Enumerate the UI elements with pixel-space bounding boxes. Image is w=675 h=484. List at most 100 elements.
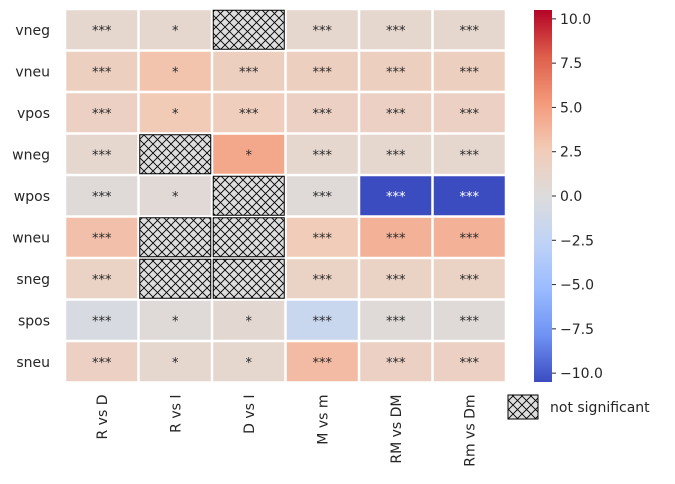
- heatmap-cell: [360, 217, 432, 257]
- y-tick-label: sneu: [16, 355, 50, 371]
- heatmap-cell-not-significant: [212, 258, 285, 299]
- cell-annotation: *: [246, 148, 253, 163]
- heatmap-cell: [66, 51, 138, 91]
- heatmap-cell: [433, 10, 505, 50]
- cell-annotation: ***: [386, 190, 406, 205]
- cell-annotation: ***: [239, 107, 259, 122]
- cell-annotation: ***: [460, 190, 480, 205]
- heatmap-cell: [433, 217, 505, 257]
- cell-annotation: ***: [313, 24, 333, 39]
- y-tick-label: vneu: [15, 64, 50, 80]
- colorbar: 10.0 7.5 5.0 2.5 0.0 −2.5 −5.0 −7.5 −10.0: [534, 10, 603, 382]
- cell-annotation: ***: [460, 65, 480, 80]
- heatmap-cell: [433, 342, 505, 382]
- heatmap-cells: *** * *** *** ****** * *** *** *** ****** * *** *** *…: [66, 9, 505, 382]
- cell-annotation: ***: [313, 107, 333, 122]
- cell-annotation: ***: [92, 314, 112, 329]
- colorbar-tick-label: 5.0: [560, 100, 582, 116]
- heatmap-cell: [66, 342, 138, 382]
- colorbar-tick-label: 2.5: [560, 145, 582, 161]
- cell-annotation: ***: [92, 190, 112, 205]
- y-tick-label: vpos: [17, 106, 50, 122]
- y-tick-label: wneg: [12, 147, 50, 163]
- colorbar-gradient: [534, 10, 552, 382]
- cell-annotation: ***: [460, 24, 480, 39]
- heatmap-cell-not-significant: [139, 217, 212, 258]
- y-tick-label: sneg: [16, 272, 50, 288]
- heatmap-cell: [139, 10, 211, 50]
- cell-annotation: ***: [92, 231, 112, 246]
- cell-annotation: ***: [460, 231, 480, 246]
- heatmap-cell: [139, 176, 211, 216]
- heatmap-cell: [433, 51, 505, 91]
- heatmap-cell: [139, 300, 211, 340]
- heatmap-cell: [286, 51, 358, 91]
- heatmap-cell: [213, 300, 285, 340]
- cell-annotation: *: [172, 314, 179, 329]
- cell-annotation: *: [246, 356, 253, 371]
- y-tick-label: vneg: [15, 23, 50, 39]
- heatmap-cell: [213, 93, 285, 133]
- cell-annotation: ***: [386, 107, 406, 122]
- heatmap-cell: [286, 342, 358, 382]
- legend-hatch-swatch: [507, 394, 539, 420]
- cell-annotation: ***: [92, 273, 112, 288]
- y-tick-label: wpos: [14, 189, 50, 205]
- cell-annotation: *: [172, 356, 179, 371]
- x-tick-label: RM vs DM: [389, 395, 405, 464]
- heatmap-cell: [360, 342, 432, 382]
- colorbar-tick-label: 10.0: [560, 12, 591, 28]
- x-axis-tick-labels: R vs D R vs I D vs I M vs m RM vs DM Rm vs Dm: [95, 395, 479, 467]
- heatmap-cell: [360, 134, 432, 174]
- cell-annotation: ***: [386, 273, 406, 288]
- x-tick-label: R vs D: [95, 395, 111, 440]
- heatmap-cell: [360, 300, 432, 340]
- heatmap-cell: [286, 176, 358, 216]
- cell-annotation: ***: [92, 148, 112, 163]
- cell-annotation: *: [246, 314, 253, 329]
- x-tick-label: M vs m: [315, 395, 331, 445]
- heatmap-cell-not-significant: [212, 217, 285, 258]
- cell-annotation: ***: [386, 314, 406, 329]
- cell-annotation: ***: [92, 65, 112, 80]
- heatmap-cell: [286, 134, 358, 174]
- heatmap-cell-not-significant: [212, 175, 285, 216]
- cell-annotation: ***: [92, 356, 112, 371]
- heatmap-cell: [433, 93, 505, 133]
- colorbar-tick-label: −5.0: [560, 278, 594, 294]
- cell-annotation: ***: [92, 24, 112, 39]
- cell-annotation: *: [172, 65, 179, 80]
- legend-label: not significant: [550, 400, 650, 416]
- heatmap-cell: [433, 300, 505, 340]
- cell-annotation: ***: [313, 231, 333, 246]
- heatmap-cell: [66, 300, 138, 340]
- heatmap-cell: [286, 10, 358, 50]
- heatmap-cell-not-significant: [139, 258, 212, 299]
- cell-annotation: ***: [386, 356, 406, 371]
- cell-annotation: ***: [313, 314, 333, 329]
- heatmap-cell: [139, 342, 211, 382]
- heatmap-cell: [433, 176, 505, 216]
- cell-annotation: ***: [313, 148, 333, 163]
- y-tick-label: wneu: [12, 230, 50, 246]
- heatmap-cell: [286, 93, 358, 133]
- colorbar-ticks: 10.0 7.5 5.0 2.5 0.0 −2.5 −5.0 −7.5 −10.0: [552, 12, 603, 382]
- cell-annotation: ***: [460, 107, 480, 122]
- cell-annotation: *: [172, 190, 179, 205]
- heatmap-cell: [66, 217, 138, 257]
- heatmap-cell: [213, 134, 285, 174]
- heatmap-cell: [360, 259, 432, 299]
- cell-annotation: ***: [460, 356, 480, 371]
- x-tick-label: Rm vs Dm: [462, 395, 478, 467]
- heatmap-cell: [66, 176, 138, 216]
- cell-annotation: ***: [460, 273, 480, 288]
- cell-annotation: ***: [386, 65, 406, 80]
- colorbar-tick-label: 7.5: [560, 56, 582, 72]
- colorbar-tick-label: −7.5: [560, 322, 594, 338]
- heatmap-cell: [360, 93, 432, 133]
- y-axis-tick-labels: vneg vneu vpos wneg wpos wneu sneg spos sneu: [12, 23, 50, 371]
- cell-annotation: ***: [313, 356, 333, 371]
- cell-annotation: ***: [313, 190, 333, 205]
- heatmap-cell: [433, 134, 505, 174]
